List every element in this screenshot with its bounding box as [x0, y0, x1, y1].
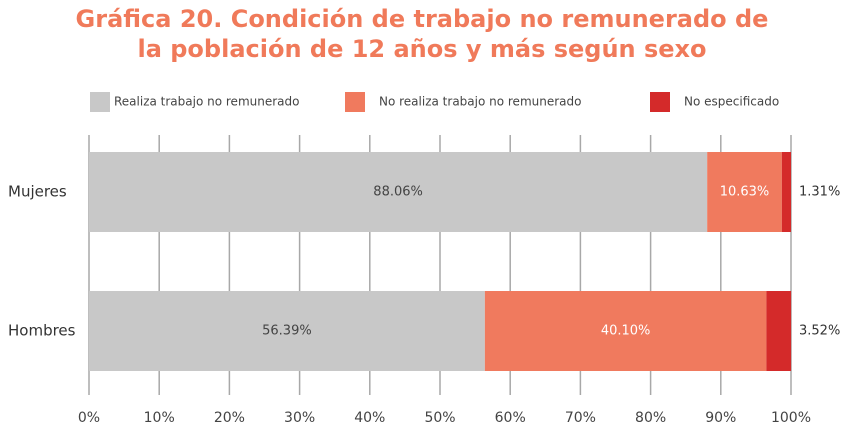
x-tick-label: 50%	[424, 410, 455, 426]
legend-swatch	[345, 92, 365, 112]
y-tick-label: Mujeres	[8, 183, 67, 201]
value-label: 1.31%	[799, 185, 840, 200]
x-tick-label: 90%	[705, 410, 736, 426]
x-tick-label: 20%	[214, 410, 245, 426]
legend-swatch	[90, 92, 110, 112]
chart-title: la población de 12 años y más según sexo	[137, 35, 706, 63]
bar-segment	[89, 291, 485, 371]
bar-segment	[781, 152, 791, 232]
x-tick-label: 100%	[771, 410, 811, 426]
legend-label: No especificado	[684, 95, 779, 109]
x-tick-label: 30%	[284, 410, 315, 426]
bar-segment	[707, 152, 782, 232]
value-label: 56.39%	[262, 324, 312, 339]
value-label: 88.06%	[373, 185, 423, 200]
legend-swatch	[650, 92, 670, 112]
x-tick-label: 40%	[354, 410, 385, 426]
chart-title: Gráfica 20. Condición de trabajo no remu…	[76, 5, 769, 33]
x-tick-label: 60%	[495, 410, 526, 426]
x-tick-label: 70%	[565, 410, 596, 426]
value-label: 3.52%	[799, 324, 840, 339]
x-tick-label: 10%	[144, 410, 175, 426]
legend-label: Realiza trabajo no remunerado	[114, 95, 299, 109]
legend-label: No realiza trabajo no remunerado	[379, 95, 581, 109]
value-label: 40.10%	[601, 324, 651, 339]
bar-segment	[484, 291, 767, 371]
y-tick-label: Hombres	[8, 322, 76, 340]
bar-segment	[89, 152, 708, 232]
value-label: 10.63%	[720, 185, 770, 200]
x-tick-label: 80%	[635, 410, 666, 426]
bar-segment	[766, 291, 792, 371]
x-tick-label: 0%	[78, 410, 100, 426]
